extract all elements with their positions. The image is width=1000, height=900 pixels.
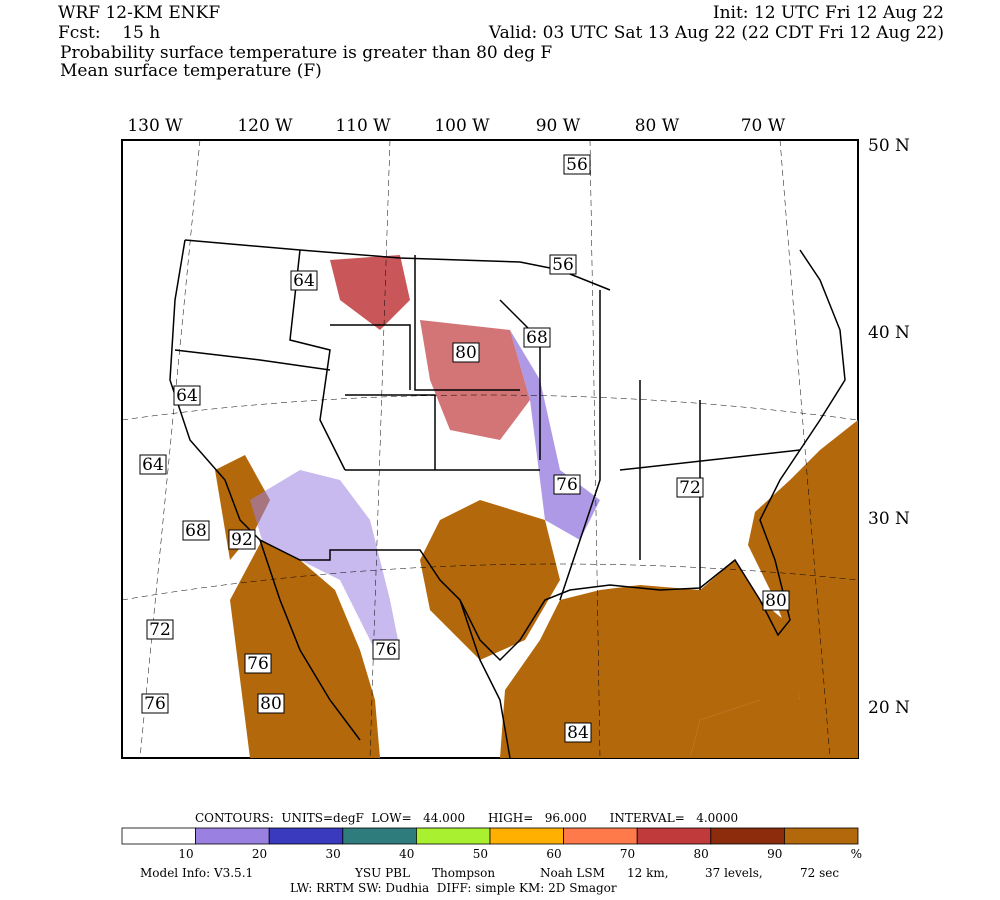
colorbar-tick-label: 50 xyxy=(473,847,488,861)
contour-label: 80 xyxy=(765,591,787,611)
longitude-label: 80 W xyxy=(635,116,680,136)
footer-item: Model Info: V3.5.1 xyxy=(140,866,253,880)
footer-item: 72 sec xyxy=(800,866,839,880)
colorbar-tick-label: 40 xyxy=(399,847,414,861)
latitude-label: 20 N xyxy=(868,698,910,718)
contour-label: 76 xyxy=(375,640,397,660)
footer-item: Thompson xyxy=(432,866,495,880)
latitude-label: 30 N xyxy=(868,509,910,529)
header-field: Probability surface temperature is great… xyxy=(60,43,552,63)
map: 130 W 120 W 110 W 100 W 90 W 80 W 70 W 50 N 40 … xyxy=(121,116,910,759)
contour-label: 76 xyxy=(247,654,269,674)
header-init: Init: 12 UTC Fri 12 Aug 22 xyxy=(713,3,944,23)
contour-label-box xyxy=(564,722,592,743)
colorbar-swatch xyxy=(636,827,712,845)
colorbar-tick-label: 90 xyxy=(767,847,782,861)
colorbar-swatch xyxy=(784,827,859,845)
longitude-labels: 130 W 120 W 110 W 100 W 90 W 80 W 70 W xyxy=(127,116,785,136)
colorbar-swatch xyxy=(342,827,417,845)
contour-label: 72 xyxy=(149,620,171,640)
contour-label: 56 xyxy=(566,155,588,175)
colorbar-tick-label: 10 xyxy=(178,847,193,861)
longitude-label: 120 W xyxy=(237,116,293,136)
footer-line2: LW: RRTM SW: Dudhia DIFF: simple KM: 2D … xyxy=(290,881,617,895)
contour-label-box xyxy=(372,639,400,660)
contour-label-box xyxy=(549,254,577,275)
contour-label-box xyxy=(182,520,210,541)
header-valid: Valid: 03 UTC Sat 13 Aug 22 (22 CDT Fri … xyxy=(488,23,944,43)
contour-label: 64 xyxy=(142,455,164,475)
colorbar-unit: % xyxy=(851,847,862,861)
longitude-label: 70 W xyxy=(741,116,786,136)
contour-label-box xyxy=(146,619,174,640)
longitude-label: 130 W xyxy=(127,116,183,136)
contour-label: 68 xyxy=(185,521,207,541)
longitude-label: 100 W xyxy=(434,116,490,136)
longitude-label: 110 W xyxy=(335,116,391,136)
contour-label: 76 xyxy=(144,694,166,714)
colorbar-info: CONTOURS: UNITS=degF LOW= 44.000 HIGH= 9… xyxy=(195,811,738,825)
colorbar-swatch xyxy=(268,827,344,845)
colorbar-tick-label: 20 xyxy=(252,847,267,861)
contour-label-box xyxy=(290,270,318,291)
fringe-region xyxy=(250,470,400,660)
latitude-label: 50 N xyxy=(868,136,910,156)
colorbar-swatch xyxy=(710,827,785,845)
longitude-label: 90 W xyxy=(536,116,581,136)
colorbar-swatch xyxy=(415,827,491,845)
contour-label-box xyxy=(676,477,704,498)
header-field2: Mean surface temperature (F) xyxy=(60,61,322,81)
contour-label-box xyxy=(228,529,256,550)
contour-label: 64 xyxy=(176,386,198,406)
contour-label-box xyxy=(257,693,285,714)
hot-region xyxy=(500,560,800,758)
contour-label-box xyxy=(762,590,790,611)
contour-label-box xyxy=(563,154,591,175)
contour-label: 92 xyxy=(231,530,253,550)
colorbar-swatch xyxy=(121,827,196,845)
contour-label: 80 xyxy=(455,343,477,363)
footer-item: 12 km, xyxy=(627,866,669,880)
contour-label-box xyxy=(523,327,551,348)
colorbar-tick-label: 80 xyxy=(694,847,709,861)
footer-item: 37 levels, xyxy=(705,866,763,880)
contour-label-box xyxy=(139,454,167,475)
header-title: WRF 12-KM ENKF xyxy=(58,3,220,23)
colorbar-tick-label: 60 xyxy=(546,847,561,861)
contour-label: 76 xyxy=(556,475,578,495)
hot-region xyxy=(420,500,560,660)
contour-label: 64 xyxy=(293,271,315,291)
latitude-labels: 50 N 40 N 30 N 20 N xyxy=(868,136,910,718)
contour-label: 84 xyxy=(567,723,589,743)
contour-label: 72 xyxy=(679,478,701,498)
contour-label-box xyxy=(244,653,272,674)
colorbar-swatch xyxy=(563,827,638,845)
contour-label: 56 xyxy=(552,255,574,275)
footer-item: Noah LSM xyxy=(540,866,605,880)
contour-label-box xyxy=(553,474,581,495)
hot-region xyxy=(420,320,530,440)
contour-labels: 56 56 64 80 68 64 64 76 72 68 92 72 76 76 76 80 84 80 xyxy=(139,154,790,743)
contour-label: 68 xyxy=(526,328,548,348)
colorbar-swatch xyxy=(489,827,564,845)
footer: Model Info: V3.5.1 YSU PBL Thompson Noah LS… xyxy=(140,866,839,880)
contour-label-box xyxy=(141,693,169,714)
contour-label-box xyxy=(452,342,480,363)
hot-region xyxy=(690,420,858,758)
latitude-label: 40 N xyxy=(868,323,910,343)
hot-region xyxy=(330,255,410,330)
footer-item: YSU PBL xyxy=(354,866,410,880)
colorbar-swatch xyxy=(195,827,270,845)
header-forecast: Fcst: 15 h xyxy=(58,23,160,43)
colorbar-tick-label: 30 xyxy=(326,847,341,861)
contour-label: 80 xyxy=(260,694,282,714)
colorbar: 10 20 30 40 50 60 70 80 90% xyxy=(121,827,862,861)
contour-label-box xyxy=(173,385,201,406)
colorbar-tick-label: 70 xyxy=(620,847,635,861)
